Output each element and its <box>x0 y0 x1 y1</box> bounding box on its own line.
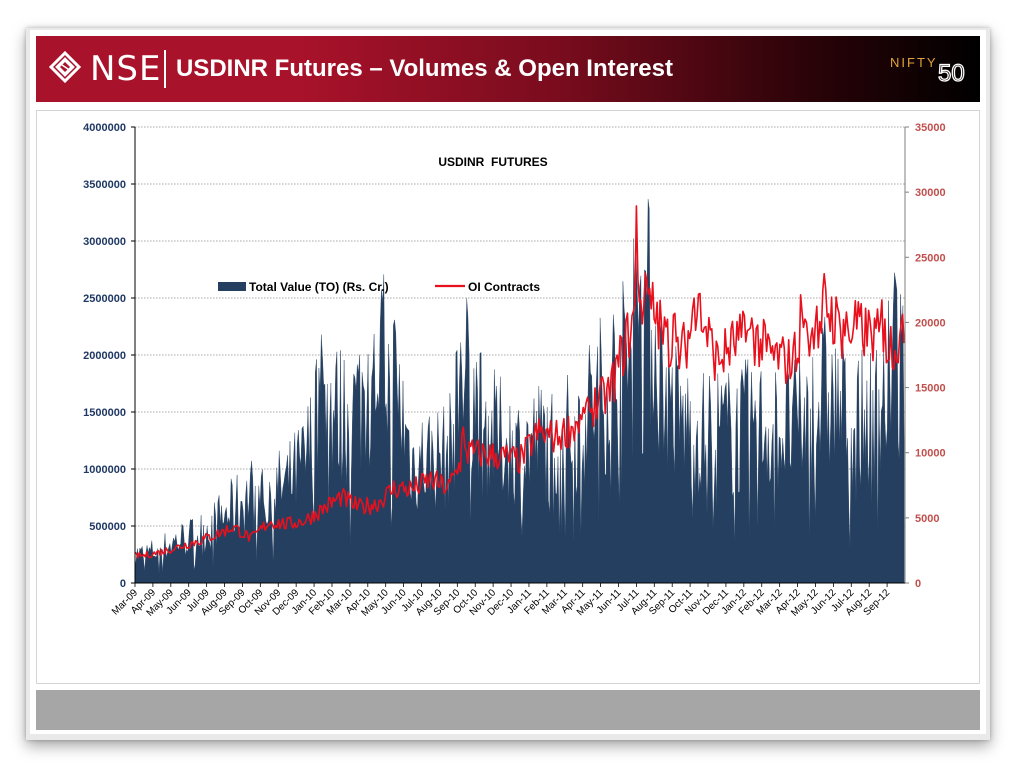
right-tick-label: 5000 <box>915 513 939 525</box>
left-tick-label: 2500000 <box>83 293 126 305</box>
usdinr-chart: 0 500000 1000000 1500000 2000000 2500000 30000… <box>83 122 946 619</box>
slide-header: NSE USDINR Futures – Volumes & Open Inte… <box>36 36 980 102</box>
right-tick-label: 25000 <box>915 252 946 264</box>
series-area-total-value <box>134 199 905 584</box>
right-tick-label: 15000 <box>915 383 946 395</box>
right-tick-label: 30000 <box>915 187 946 199</box>
nifty-logo-text: NIFTY <box>890 55 938 70</box>
series-line-oi-contracts <box>134 205 905 559</box>
page-title: USDINR Futures – Volumes & Open Interest <box>176 55 673 82</box>
legend-swatch-area <box>218 282 246 291</box>
value-area-series <box>134 199 905 584</box>
oi-line-series <box>134 205 905 559</box>
nifty-logo: NIFTY 50 <box>890 50 966 87</box>
legend-label-oi: OI Contracts <box>468 280 540 294</box>
x-axis-ticks: Mar-09Apr-09May-09Jun-09Jul-09Aug-09Sep-… <box>110 583 893 619</box>
chart-panel: 0 500000 1000000 1500000 2000000 2500000 30000… <box>36 110 980 684</box>
left-axis-ticks: 0 500000 1000000 1500000 2000000 2500000 30000… <box>83 122 135 590</box>
left-tick-label: 1000000 <box>83 464 126 476</box>
right-tick-label: 20000 <box>915 317 946 329</box>
left-tick-label: 3000000 <box>83 236 126 248</box>
left-tick-label: 500000 <box>89 521 126 533</box>
footer-strip <box>36 690 980 730</box>
nse-logo-icon <box>48 51 82 84</box>
nifty-logo-number: 50 <box>938 60 965 86</box>
header-divider <box>164 50 166 88</box>
right-axis-ticks: 0 5000 10000 15000 20000 25000 30000 35000 <box>905 122 946 590</box>
chart-title: USDINR FUTURES <box>438 155 547 169</box>
legend-label-value: Total Value (TO) (Rs. Cr.) <box>249 280 389 294</box>
brand-wordmark: NSE <box>90 49 162 89</box>
chart-legend: Total Value (TO) (Rs. Cr.) OI Contracts <box>218 280 540 294</box>
right-tick-label: 35000 <box>915 122 946 134</box>
left-tick-label: 4000000 <box>83 122 126 134</box>
left-tick-label: 2000000 <box>83 350 126 362</box>
right-tick-label: 0 <box>915 578 921 590</box>
left-tick-label: 0 <box>120 578 126 590</box>
right-tick-label: 10000 <box>915 448 946 460</box>
left-tick-label: 1500000 <box>83 407 126 419</box>
left-tick-label: 3500000 <box>83 179 126 191</box>
nifty-50-mark-icon: 50 <box>937 59 965 86</box>
